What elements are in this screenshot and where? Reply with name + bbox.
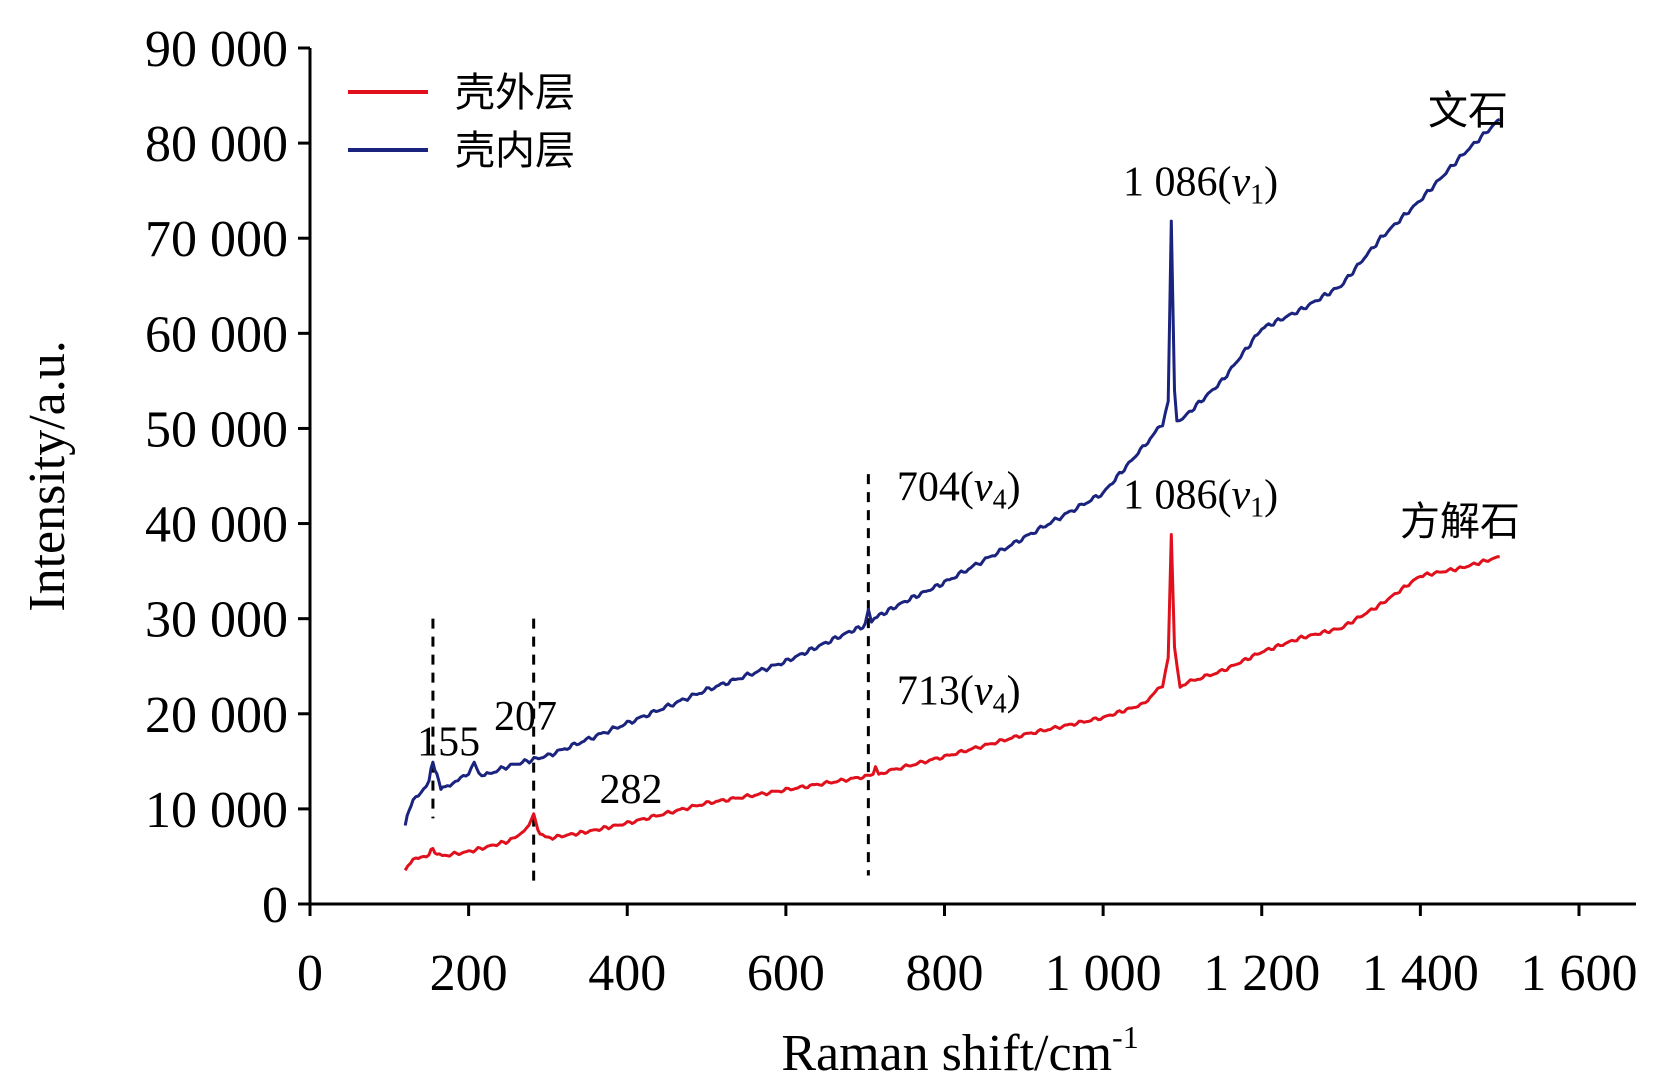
y-tick-label: 30 000 (145, 592, 288, 649)
peak-annotation-close: ) (1007, 465, 1021, 511)
y-tick-label: 50 000 (145, 401, 288, 458)
y-ticks: 0 10 000 20 000 30 000 40 000 50 000 60 000 70 … (145, 21, 310, 934)
peak-annotation-symbol: v (1231, 159, 1250, 205)
peak-annotation: 1 086(v1) (1123, 472, 1278, 523)
x-axis-title: Raman shift/cm-1 (781, 1019, 1138, 1082)
y-tick-label: 0 (262, 877, 288, 934)
x-tick-label: 400 (588, 945, 666, 1002)
peak-annotation: 1 086(v1) (1123, 159, 1278, 210)
y-tick-label: 10 000 (145, 782, 288, 839)
peak-annotation-value: 207 (494, 694, 557, 740)
x-axis-title-sup: -1 (1112, 1019, 1139, 1055)
series-line-2 (403, 117, 1501, 826)
reference-lines (431, 474, 870, 885)
peak-annotation: 713(v4) (897, 668, 1021, 719)
peak-annotation-close: ) (1264, 472, 1278, 518)
legend-label: 壳内层 (455, 128, 575, 174)
y-tick-label: 70 000 (145, 211, 288, 268)
y-tick-label: 80 000 (145, 116, 288, 173)
legend-label: 壳外层 (455, 70, 575, 116)
y-tick-label: 20 000 (145, 687, 288, 744)
axes (308, 48, 1636, 906)
peak-annotation: 282 (599, 767, 662, 813)
y-tick-label: 90 000 (145, 21, 288, 78)
peak-annotation-symbol: v (974, 465, 993, 511)
x-tick-label: 200 (430, 945, 508, 1002)
peak-annotation-value: 1 086( (1123, 472, 1232, 518)
peak-annotation-value: 713( (897, 668, 974, 714)
peak-annotation: 207 (494, 694, 557, 740)
peak-annotation-value: 704( (897, 465, 974, 511)
mineral-label: 方解石 (1400, 499, 1520, 545)
y-axis-title: Intensity/a.u. (19, 340, 76, 612)
peak-annotation: 704(v4) (897, 465, 1021, 516)
peak-annotation-subscript: 1 (1250, 179, 1264, 210)
mineral-labels: 方解石 文石 (1400, 88, 1520, 545)
x-axis-title-text: Raman shift/cm (781, 1025, 1112, 1082)
x-tick-label: 1 600 (1521, 945, 1638, 1002)
x-tick-label: 0 (297, 945, 323, 1002)
peak-annotation-subscript: 1 (1250, 492, 1264, 523)
peak-annotation-close: ) (1264, 159, 1278, 205)
peak-annotation-subscript: 4 (993, 485, 1007, 516)
series-group (403, 117, 1501, 872)
x-tick-label: 1 200 (1203, 945, 1320, 1002)
x-tick-label: 600 (747, 945, 825, 1002)
y-tick-label: 40 000 (145, 497, 288, 554)
peak-annotation-subscript: 4 (993, 688, 1007, 719)
peak-annotation: 155 (417, 720, 480, 766)
x-tick-label: 1 000 (1045, 945, 1162, 1002)
peak-annotation-symbol: v (1231, 472, 1250, 518)
y-tick-label: 60 000 (145, 306, 288, 363)
peak-annotation-value: 155 (417, 720, 480, 766)
peak-annotation-value: 1 086( (1123, 159, 1232, 205)
x-ticks: 0 200 400 600 800 1 000 1 200 1 400 1 600 (297, 904, 1638, 1002)
peak-annotation-close: ) (1007, 668, 1021, 714)
series-line-1 (403, 533, 1500, 872)
x-tick-label: 1 400 (1362, 945, 1479, 1002)
peak-annotation-symbol: v (974, 668, 993, 714)
peak-annotation-value: 282 (599, 767, 662, 813)
x-tick-label: 800 (906, 945, 984, 1002)
mineral-label: 文石 (1428, 88, 1508, 134)
